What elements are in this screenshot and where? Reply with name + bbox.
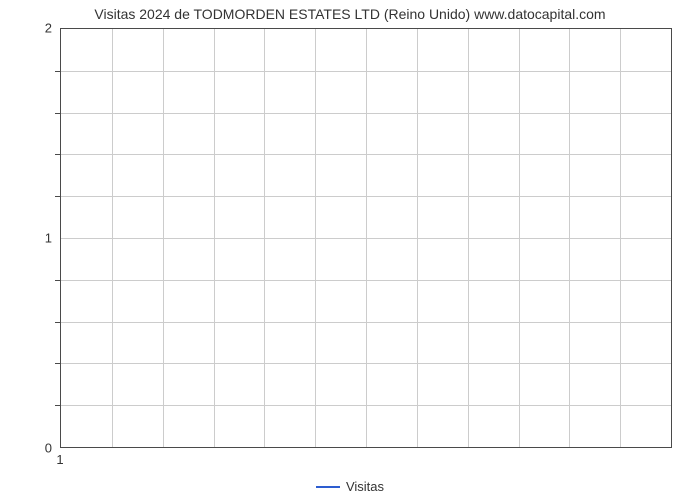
grid-v [620, 29, 621, 447]
x-axis-label: 1 [56, 452, 63, 467]
y-minor-tick [55, 154, 61, 155]
grid-v [112, 29, 113, 447]
y-minor-tick [55, 196, 61, 197]
y-minor-tick [55, 363, 61, 364]
y-axis-label: 1 [45, 231, 52, 246]
legend-label: Visitas [346, 479, 384, 494]
grid-v [264, 29, 265, 447]
y-minor-tick [55, 113, 61, 114]
grid-v [417, 29, 418, 447]
grid-v [214, 29, 215, 447]
y-minor-tick [55, 280, 61, 281]
y-minor-tick [55, 71, 61, 72]
y-axis-label: 2 [45, 21, 52, 36]
y-axis-label: 0 [45, 441, 52, 456]
y-minor-tick [55, 322, 61, 323]
y-minor-tick [55, 405, 61, 406]
legend: Visitas [0, 478, 700, 494]
grid-v [519, 29, 520, 447]
chart-title: Visitas 2024 de TODMORDEN ESTATES LTD (R… [0, 6, 700, 22]
grid-v [468, 29, 469, 447]
grid-v [366, 29, 367, 447]
plot-area [60, 28, 672, 448]
grid-v [163, 29, 164, 447]
legend-line-icon [316, 486, 340, 488]
grid-v [315, 29, 316, 447]
chart-container: Visitas 2024 de TODMORDEN ESTATES LTD (R… [0, 0, 700, 500]
grid-v [569, 29, 570, 447]
